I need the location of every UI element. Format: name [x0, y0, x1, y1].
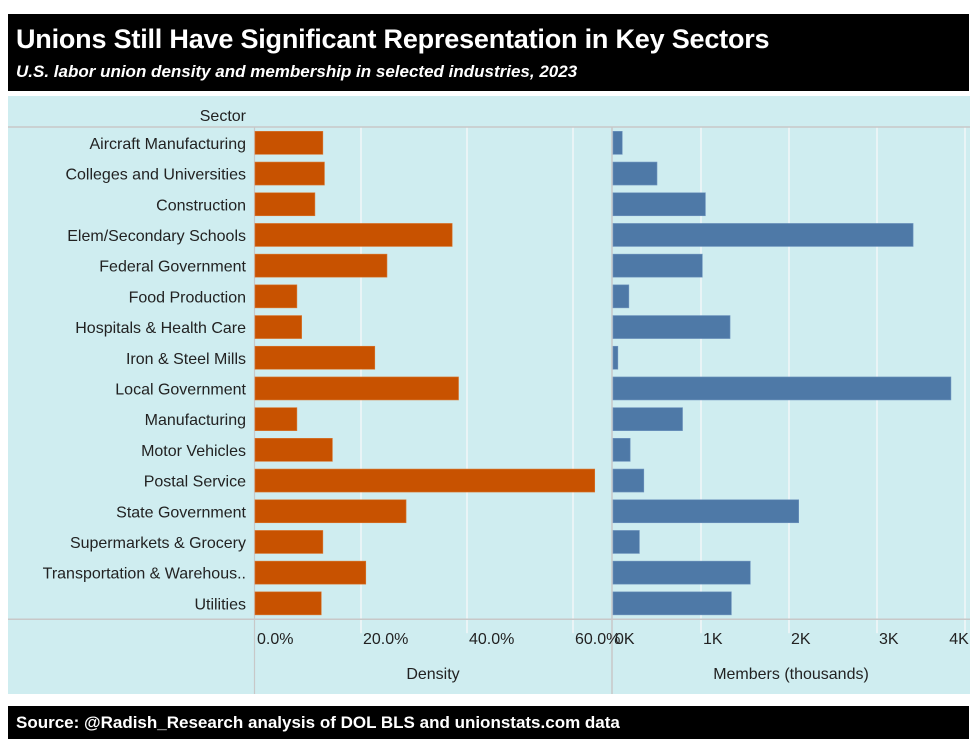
density-bar [254, 438, 333, 462]
title-banner: Unions Still Have Significant Representa… [8, 14, 969, 91]
members-bar [612, 131, 623, 155]
density-bar [254, 560, 367, 585]
category-label: Local Government [115, 381, 246, 398]
category-label: Postal Service [144, 474, 246, 491]
tick-labels: 0.0% 20.0% 40.0% 60.0%0K 1K 2K 3K 4K [257, 631, 969, 648]
members-axis-label: Members (thousands) [713, 666, 869, 683]
tick-label: 20.0% [363, 631, 408, 648]
density-bar [254, 530, 324, 554]
members-bar [612, 407, 683, 431]
category-label: State Government [116, 504, 246, 521]
gridlines [360, 127, 966, 634]
source-footer: Source: @Radish_Research analysis of DOL… [8, 706, 969, 739]
members-bar [612, 315, 731, 339]
members-bar [612, 468, 645, 493]
tick-label: 2K [791, 631, 811, 648]
density-bar [254, 591, 322, 616]
category-label: Transportation & Warehous.. [43, 566, 246, 583]
members-bar [612, 284, 630, 309]
tick-label: 1K [703, 631, 723, 648]
axis-frame [8, 126, 970, 694]
members-bar [612, 376, 952, 401]
members-bar [612, 499, 799, 524]
category-label: Construction [156, 197, 246, 214]
category-label: Hospitals & Health Care [75, 320, 246, 337]
density-axis-label: Density [406, 666, 459, 683]
members-bar [612, 161, 658, 186]
tick-label: 4K [949, 631, 969, 648]
density-bar [254, 161, 325, 186]
category-label: Aircraft Manufacturing [89, 136, 246, 153]
members-bar [612, 560, 751, 585]
chart-title: Unions Still Have Significant Representa… [16, 24, 770, 54]
members-bar [612, 530, 640, 554]
density-bar [254, 468, 596, 493]
members-bar [612, 253, 703, 278]
category-label: Elem/Secondary Schools [67, 228, 246, 245]
category-label: Manufacturing [145, 412, 246, 429]
members-bar [612, 223, 914, 247]
density-bar [254, 223, 453, 247]
category-label: Utilities [194, 596, 246, 613]
members-bar [612, 591, 732, 616]
density-bar [254, 376, 459, 401]
tick-label: 0K [615, 631, 635, 648]
density-bar [254, 131, 324, 155]
members-bars [612, 131, 952, 616]
tick-label: 3K [879, 631, 899, 648]
category-labels: Aircraft Manufacturing Colleges and Unive… [43, 136, 247, 613]
category-label: Motor Vehicles [141, 443, 246, 460]
category-label: Federal Government [99, 259, 246, 276]
density-bar [254, 192, 316, 217]
density-bar [254, 315, 302, 339]
tick-label: 0.0% [257, 631, 293, 648]
source-text: Source: @Radish_Research analysis of DOL… [16, 713, 620, 732]
density-bar [254, 499, 407, 524]
chart-panel: Sector Aircraft Manufacturing Colleges an… [8, 96, 970, 694]
tick-label: 60.0% [575, 631, 620, 648]
density-bar [254, 284, 298, 309]
chart-subtitle: U.S. labor union density and membership … [16, 62, 578, 81]
chart-svg: Sector Aircraft Manufacturing Colleges an… [8, 96, 970, 694]
density-bar [254, 407, 298, 431]
row-header-sector: Sector [200, 108, 247, 125]
members-bar [612, 192, 706, 217]
members-bar [612, 438, 631, 462]
density-bars [254, 131, 596, 616]
density-bar [254, 253, 388, 278]
density-bar [254, 345, 376, 370]
category-label: Colleges and Universities [65, 167, 246, 184]
members-bar [612, 345, 619, 370]
category-label: Iron & Steel Mills [126, 351, 246, 368]
category-label: Supermarkets & Grocery [70, 535, 246, 552]
tick-label: 40.0% [469, 631, 514, 648]
category-label: Food Production [129, 289, 246, 306]
